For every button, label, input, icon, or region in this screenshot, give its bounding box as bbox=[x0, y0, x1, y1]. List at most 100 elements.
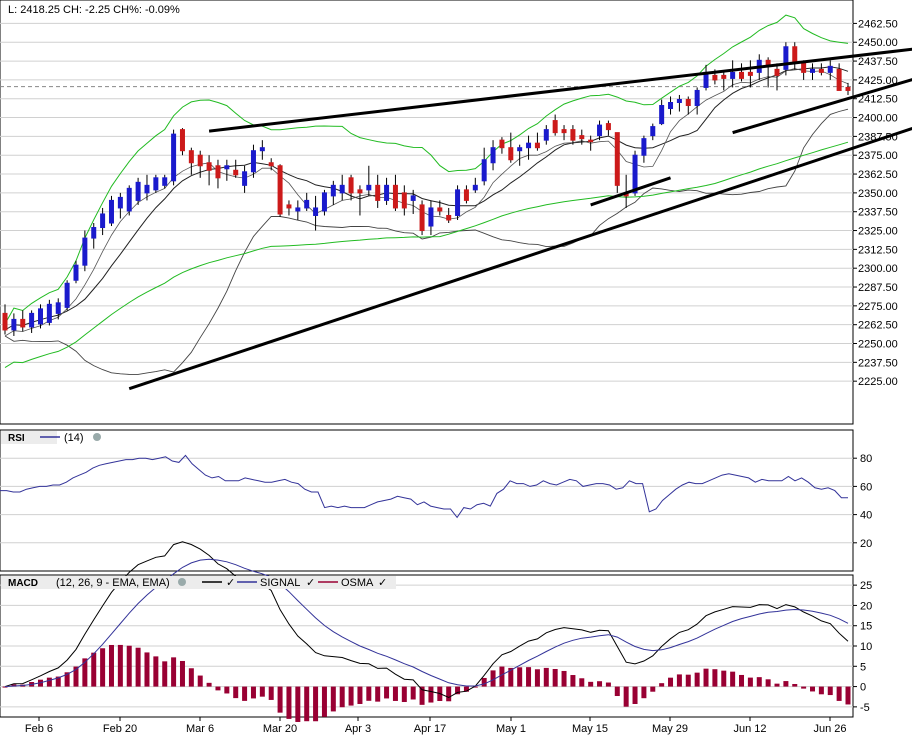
osma-bar bbox=[721, 670, 727, 687]
osma-bar bbox=[446, 686, 452, 702]
osma-bar bbox=[384, 686, 390, 699]
candle-body bbox=[472, 184, 478, 191]
osma-bar bbox=[810, 686, 816, 692]
osma-bar bbox=[588, 681, 594, 687]
candle-body bbox=[747, 71, 753, 76]
osma-bar bbox=[783, 681, 789, 687]
candle-body bbox=[250, 150, 256, 173]
osma-bar bbox=[366, 686, 372, 701]
osma-bar bbox=[401, 686, 407, 703]
candle-body bbox=[810, 68, 816, 73]
osma-bar bbox=[108, 644, 114, 687]
osma-histogram bbox=[2, 644, 851, 722]
macd-tick-label: 10 bbox=[860, 641, 872, 653]
osma-bar bbox=[605, 682, 611, 687]
trendlines[interactable] bbox=[128, 42, 912, 391]
osma-bar bbox=[339, 686, 345, 708]
osma-bar bbox=[117, 644, 123, 687]
candle-body bbox=[330, 184, 336, 197]
upper-band bbox=[4, 14, 849, 325]
osma-bar bbox=[676, 674, 682, 687]
osma-bar bbox=[82, 658, 88, 687]
macd-settings-icon[interactable] bbox=[178, 578, 186, 586]
macd-tick-label: 0 bbox=[860, 682, 866, 694]
macd-label: MACD bbox=[8, 578, 38, 589]
rsi-tick-label: 80 bbox=[860, 453, 872, 465]
status-line: L: 2418.25 CH: -2.25 CH%: -0.09% bbox=[8, 4, 180, 16]
candle-body bbox=[499, 139, 505, 149]
osma-bar bbox=[144, 652, 150, 687]
osma-bar bbox=[171, 657, 177, 687]
candle-body bbox=[339, 184, 345, 194]
osma-bar bbox=[206, 682, 212, 687]
candlesticks[interactable] bbox=[2, 42, 851, 336]
price-tick-label: 2275.00 bbox=[858, 301, 898, 313]
price-tick-label: 2462.50 bbox=[858, 18, 898, 30]
date-tick-label: Mar 20 bbox=[263, 723, 297, 735]
macd-tick-label: 25 bbox=[860, 580, 872, 592]
candle-body bbox=[73, 264, 79, 281]
candle-body bbox=[295, 207, 301, 212]
osma-bar bbox=[224, 686, 230, 694]
osma-bar bbox=[410, 686, 416, 700]
osma-bar bbox=[499, 666, 505, 687]
osma-bar bbox=[197, 675, 203, 687]
date-x-axis: Feb 6 Feb 20 Mar 6 Mar 20 Apr 3 Apr 17 May 1 Ma… bbox=[25, 717, 847, 735]
candle-body bbox=[605, 123, 611, 131]
candle-body bbox=[357, 189, 363, 194]
osma-bar bbox=[774, 683, 780, 687]
osma-bar bbox=[827, 686, 833, 696]
candle-body bbox=[668, 101, 674, 110]
osma-bar bbox=[490, 670, 496, 687]
osma-bar bbox=[250, 686, 256, 699]
candle-body bbox=[721, 74, 727, 79]
candle-body bbox=[11, 318, 17, 331]
date-tick-label: Jun 12 bbox=[733, 723, 766, 735]
macd-line-check-icon[interactable]: ✓ bbox=[226, 577, 235, 589]
candle-body bbox=[401, 192, 407, 209]
osma-bar bbox=[242, 686, 248, 701]
rsi-series bbox=[0, 454, 848, 519]
price-tick-label: 2425.00 bbox=[858, 75, 898, 87]
rsi-param: (14) bbox=[64, 432, 84, 444]
candle-body bbox=[730, 71, 736, 79]
price-tick-label: 2287.50 bbox=[858, 282, 898, 294]
osma-check-icon[interactable]: ✓ bbox=[378, 577, 387, 589]
osma-bar bbox=[552, 668, 558, 687]
macd-gridlines bbox=[0, 584, 853, 708]
osma-bar bbox=[428, 686, 434, 703]
osma-bar bbox=[295, 686, 301, 722]
osma-bar bbox=[508, 667, 514, 687]
date-tick-label: May 1 bbox=[496, 723, 526, 735]
rsi-line bbox=[0, 454, 848, 519]
bollinger-bands bbox=[4, 14, 849, 375]
osma-bar bbox=[304, 686, 310, 722]
osma-bar bbox=[268, 686, 274, 700]
osma-bar bbox=[2, 686, 8, 688]
price-tick-label: 2237.50 bbox=[858, 357, 898, 369]
osma-bar bbox=[650, 686, 656, 692]
osma-bar bbox=[818, 686, 824, 695]
osma-bar bbox=[135, 647, 141, 687]
macd-label-bg bbox=[1, 576, 396, 589]
candle-body bbox=[650, 126, 656, 137]
osma-bar bbox=[348, 686, 354, 706]
osma-bar bbox=[375, 686, 381, 702]
osma-bar bbox=[712, 669, 718, 687]
price-tick-label: 2437.50 bbox=[858, 56, 898, 68]
osma-bar bbox=[162, 661, 168, 687]
osma-bar bbox=[481, 677, 487, 687]
price-tick-label: 2300.00 bbox=[858, 263, 898, 275]
macd-param: (12, 26, 9 - EMA, EMA) bbox=[56, 577, 170, 589]
date-tick-label: Feb 20 bbox=[103, 723, 137, 735]
signal-check-icon[interactable]: ✓ bbox=[306, 577, 315, 589]
osma-bar bbox=[357, 686, 363, 704]
rsi-settings-icon[interactable] bbox=[93, 433, 101, 441]
macd-tick-label: 15 bbox=[860, 621, 872, 633]
date-tick-label: May 15 bbox=[572, 723, 608, 735]
candle-body bbox=[419, 204, 425, 232]
osma-bar bbox=[64, 672, 70, 687]
price-tick-label: 2400.00 bbox=[858, 113, 898, 125]
trendline bbox=[590, 176, 672, 207]
